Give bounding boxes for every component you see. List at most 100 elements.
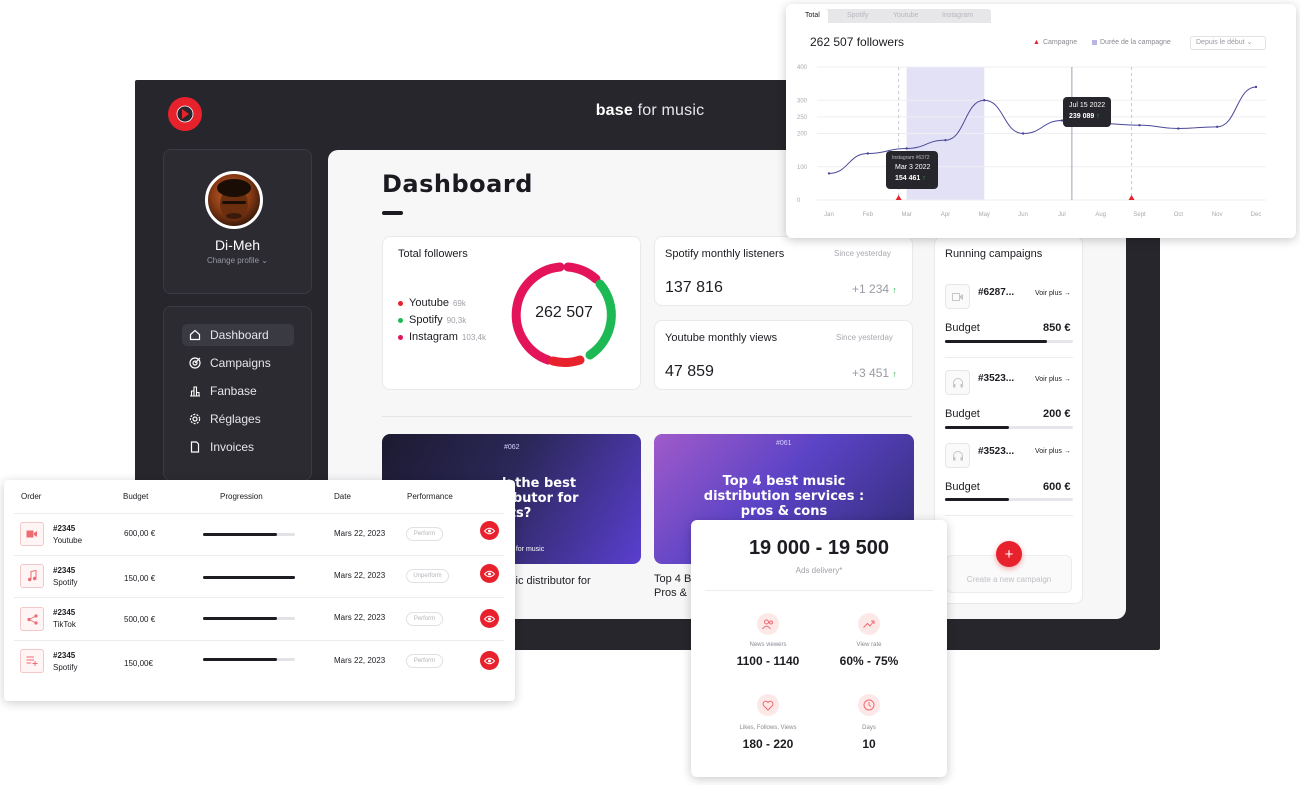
donut-instagram-top [563,262,601,284]
order-id: #2345 [53,608,76,617]
ads-subtitle: Ads delivery* [795,566,843,575]
data-point [1254,85,1258,89]
order-budget: 150,00€ [124,659,153,668]
sidebar-item-invoices[interactable]: Invoices [182,436,294,458]
campaigns-title: Running campaigns [945,248,1043,260]
tab-youtube[interactable]: Youtube [893,12,919,19]
data-point [1177,127,1180,130]
voir-plus-link[interactable]: Voir plus → [1035,290,1071,297]
legend-count: 103,4k [461,332,486,342]
music-note-icon [20,564,44,588]
tab-total[interactable]: Total [797,9,828,23]
campaign-id: #6287... [978,287,1015,298]
campaign-progress [945,426,1073,429]
followers-line-chart: 0 100 200 250 300 400 Jan Feb Mar Apr May Jun Jul Aug… [797,65,1266,218]
video-icon [945,284,970,309]
row-divider [14,597,504,598]
progress-fill [945,426,1009,429]
orders-table [4,480,515,701]
section-divider [382,416,912,417]
blog-caption[interactable]: sic distributor for [510,575,591,587]
performance-badge: Unperform [406,569,449,583]
stat-label: Days [862,725,876,731]
plus-icon[interactable]: + [996,541,1022,567]
change-profile-label: Change profile [207,256,260,265]
ads-delivery-card [691,520,947,777]
sidebar-item-dashboard[interactable]: Dashboard [182,324,294,346]
x-tick-label: Mar [901,212,911,218]
legend-dot [398,317,403,323]
period-select-value: Depuis le début [1196,39,1245,46]
eye-icon[interactable] [480,521,499,540]
x-tick-label: Apr [941,212,950,218]
title-underline [382,211,403,215]
followers-donut [511,262,616,367]
row-divider [14,640,504,641]
campaign-divider [945,357,1073,358]
voir-plus-link[interactable]: Voir plus → [1035,376,1071,383]
eye-icon[interactable] [480,651,499,670]
legend-campaign-label: Campagne [1042,39,1078,46]
share-icon [20,607,44,631]
eye-icon[interactable] [480,564,499,583]
legend-dot [398,334,403,340]
donut-youtube [548,355,585,367]
voir-plus-link[interactable]: Voir plus → [1035,448,1071,455]
progress-fill [945,498,1009,501]
clock-icon [858,694,880,716]
stat-value: 1100 - 1140 [736,654,800,668]
stat-value: 10 [862,737,876,751]
y-tick-label: 300 [797,98,808,104]
legend-label: Spotify [409,314,443,326]
eye-icon[interactable] [480,609,499,628]
column-header: Date [334,492,351,501]
home-icon [188,328,202,342]
tooltip-value-number: 154 461 [895,175,921,182]
tooltip-date: Jul 15 2022 [1069,102,1106,109]
period-select[interactable]: Depuis le début ⌄ [1190,36,1266,50]
stat-label: Likes, Follows, Views [739,725,797,731]
blog-footer: e for music [510,546,545,553]
blog-headline: k the best ributor for sts? [502,476,579,521]
progress-fill [203,658,277,661]
sidebar-item-fanbase[interactable]: Fanbase [182,380,294,402]
create-campaign-label: Create a new campaign [966,575,1052,584]
trend-up-icon [858,613,880,635]
spotify-card-title: Spotify monthly listeners [665,248,785,260]
x-tick-label: Nov [1212,212,1223,218]
blog-caption[interactable]: Top 4 B Pros & [654,573,692,599]
change-profile-link[interactable]: Change profile ⌄ [163,256,312,265]
data-point [983,99,986,102]
app-logo[interactable] [168,97,202,131]
x-tick-label: Aug [1095,212,1106,218]
sidebar-item-campaigns[interactable]: Campaigns [182,352,294,374]
arrow-up-icon: ↑ [922,175,926,182]
tooltip-source: Instagram #6372 [892,155,930,161]
campaign-marker [1128,195,1135,200]
stat-value: 60% - 75% [839,654,899,668]
legend-label: Instagram [409,331,458,343]
legend-duration: Durée de la campagne [1092,39,1171,46]
order-budget: 150,00 € [124,574,156,583]
tab-instagram[interactable]: Instagram [942,12,974,19]
column-header: Order [21,492,42,501]
order-progress [203,533,295,536]
order-platform: Youtube [53,536,83,545]
legend-count: 90,3k [446,315,467,325]
x-tick-label: Oct [1174,212,1184,218]
performance-badge: Perform [406,612,443,626]
legend-youtube: Youtube 69k [398,297,466,309]
bar-chart-icon [188,384,202,398]
sidebar-item-label: Fanbase [210,384,257,398]
data-point [1021,132,1025,135]
chevron-down-icon: ⌄ [261,256,268,265]
avatar[interactable] [205,171,263,229]
youtube-value: 47 859 [665,363,714,380]
legend-duration-label: Durée de la campagne [1100,39,1171,46]
legend-campaign: ▲ Campagne [1033,39,1077,46]
sidebar-item-reglages[interactable]: Réglages [182,408,294,430]
tab-spotify[interactable]: Spotify [847,12,869,19]
budget-label: Budget [945,408,980,420]
budget-amount: 850 € [1043,322,1071,334]
budget-amount: 200 € [1043,408,1071,420]
